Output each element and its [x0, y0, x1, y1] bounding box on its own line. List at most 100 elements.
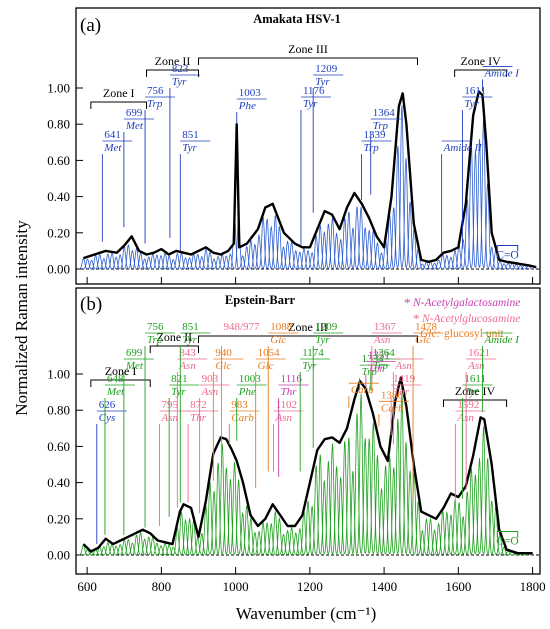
component-peak [487, 246, 496, 270]
panel-a-label: (a) [80, 15, 101, 36]
annotation-wavenumber: 1176 [303, 85, 325, 97]
annotation-wavenumber: 641 [104, 129, 121, 141]
fitted-components [79, 392, 533, 556]
x-tick-label: 1400 [371, 579, 397, 594]
component-peak [254, 530, 264, 556]
component-peak [165, 255, 174, 270]
component-peak [352, 413, 362, 554]
component-peak [99, 546, 108, 556]
component-peak [234, 479, 243, 555]
annotation-wavenumber: 1088 [270, 321, 293, 333]
component-peak [471, 474, 480, 555]
annotation-name: Tyr [315, 76, 330, 88]
component-peak [242, 505, 251, 555]
component-peak [128, 249, 137, 270]
annotation-wavenumber: 1102 [275, 399, 297, 411]
zone-bracket [90, 101, 148, 109]
annotation-wavenumber: 843 [179, 347, 196, 359]
component-peak [430, 529, 439, 555]
annotation-wavenumber: 1367 [374, 321, 397, 333]
annotation-name: Phe [238, 100, 256, 112]
component-peak [116, 544, 125, 556]
panel-b-title: Epstein-Barr [225, 293, 296, 307]
annotation-name: Asn [178, 360, 196, 372]
component-peak [267, 225, 276, 269]
zone-bracket [149, 345, 199, 353]
component-peak [87, 259, 96, 270]
component-peak [352, 206, 362, 269]
component-peak [83, 258, 92, 270]
component-peak [381, 465, 390, 555]
panel-b-frame [75, 287, 541, 575]
component-peak [324, 461, 333, 555]
component-peak [140, 538, 149, 556]
component-peak [165, 544, 174, 556]
component-peak [291, 532, 300, 556]
component-peak [397, 392, 407, 554]
annotation-wavenumber: 851 [182, 129, 199, 141]
annotation-name: Trp [147, 334, 163, 346]
component-peak [336, 477, 345, 555]
annotation-wavenumber: 940 [215, 347, 232, 359]
annotation-name: Carb [381, 402, 404, 414]
component-peak [79, 258, 88, 270]
envelope-spectrum [82, 376, 533, 555]
zone-label: Zone IV [460, 54, 501, 68]
annotation-name: Thr [281, 386, 298, 398]
component-peak [197, 532, 206, 556]
component-peak [332, 232, 341, 269]
component-peak [422, 518, 431, 555]
component-peak [152, 542, 162, 556]
annotation-name: Met [125, 120, 144, 132]
annotation-name: Met [125, 360, 144, 372]
y-tick-label: 0.20 [47, 225, 70, 240]
x-tick-label: 1200 [297, 579, 323, 594]
component-peak [283, 529, 292, 555]
component-peak [250, 531, 260, 556]
component-peak [328, 443, 337, 554]
envelope-spectrum [83, 90, 537, 269]
component-peak [185, 257, 194, 270]
annotation-wavenumber: 1478 [415, 321, 438, 333]
component-peak [303, 249, 313, 270]
annotation-name: Tyr [303, 98, 318, 110]
component-peak [230, 461, 239, 555]
x-tick-label: 1800 [520, 579, 546, 594]
component-peak [103, 542, 113, 556]
component-peak [303, 500, 313, 555]
annotation-name: Met [103, 142, 122, 154]
component-peak [475, 458, 484, 555]
component-peak [250, 243, 260, 269]
zone-label: Zone III [288, 42, 328, 56]
component-peak [340, 441, 349, 554]
zone-label: Zone II [157, 330, 193, 344]
component-peak [450, 249, 460, 270]
annotation-wavenumber: 1592 [457, 399, 479, 411]
component-peak [173, 252, 182, 270]
component-peak [279, 533, 288, 556]
component-peak [385, 456, 394, 555]
legend-glcnac: N-Acetylglucosamine [421, 313, 520, 325]
component-peak [111, 256, 121, 270]
annotation-wavenumber: 1054 [258, 347, 281, 359]
component-peak [128, 542, 137, 556]
component-peak [393, 418, 403, 554]
component-peak [87, 551, 96, 556]
component-peak [471, 150, 480, 268]
component-peak [418, 529, 427, 556]
component-peak [262, 218, 272, 269]
component-peak [181, 518, 190, 555]
component-peak [185, 517, 194, 555]
component-peak [279, 245, 288, 270]
component-peak [401, 442, 411, 554]
component-peak [295, 527, 304, 556]
component-peak [218, 443, 227, 554]
legend-star-galnac: * [404, 295, 411, 310]
component-peak [307, 506, 317, 555]
component-peak [197, 256, 206, 270]
annotation-name: Tyr [172, 76, 187, 88]
component-peak [209, 491, 219, 555]
co-bracket [496, 244, 519, 252]
legend-star-glcnac: * [413, 311, 420, 326]
component-peak [320, 230, 329, 269]
